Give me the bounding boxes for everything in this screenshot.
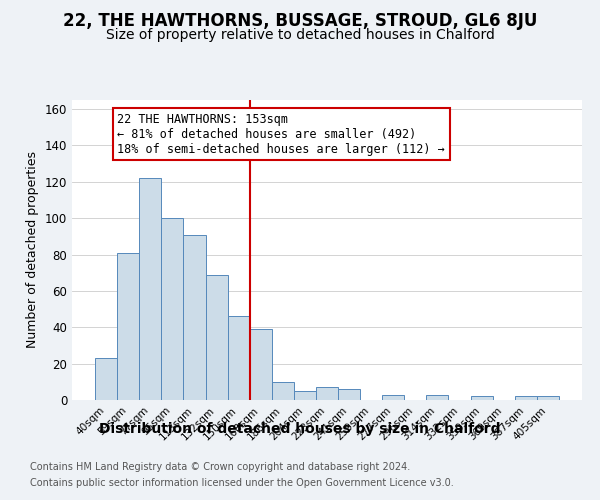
Text: Distribution of detached houses by size in Chalford: Distribution of detached houses by size … xyxy=(99,422,501,436)
Text: 22, THE HAWTHORNS, BUSSAGE, STROUD, GL6 8JU: 22, THE HAWTHORNS, BUSSAGE, STROUD, GL6 … xyxy=(63,12,537,30)
Bar xyxy=(427,394,448,400)
Bar xyxy=(470,396,493,400)
Bar xyxy=(382,394,404,400)
Text: Contains HM Land Registry data © Crown copyright and database right 2024.: Contains HM Land Registry data © Crown c… xyxy=(30,462,410,472)
Text: 22 THE HAWTHORNS: 153sqm
← 81% of detached houses are smaller (492)
18% of semi-: 22 THE HAWTHORNS: 153sqm ← 81% of detach… xyxy=(117,112,445,156)
Bar xyxy=(117,252,139,400)
Bar xyxy=(338,389,360,400)
Bar xyxy=(294,391,316,400)
Bar xyxy=(206,274,227,400)
Bar xyxy=(515,396,537,400)
Bar xyxy=(537,396,559,400)
Bar xyxy=(139,178,161,400)
Bar xyxy=(161,218,184,400)
Text: Size of property relative to detached houses in Chalford: Size of property relative to detached ho… xyxy=(106,28,494,42)
Bar xyxy=(184,234,206,400)
Bar xyxy=(316,388,338,400)
Bar xyxy=(95,358,117,400)
Text: Contains public sector information licensed under the Open Government Licence v3: Contains public sector information licen… xyxy=(30,478,454,488)
Bar xyxy=(272,382,294,400)
Y-axis label: Number of detached properties: Number of detached properties xyxy=(26,152,39,348)
Bar xyxy=(227,316,250,400)
Bar xyxy=(250,329,272,400)
